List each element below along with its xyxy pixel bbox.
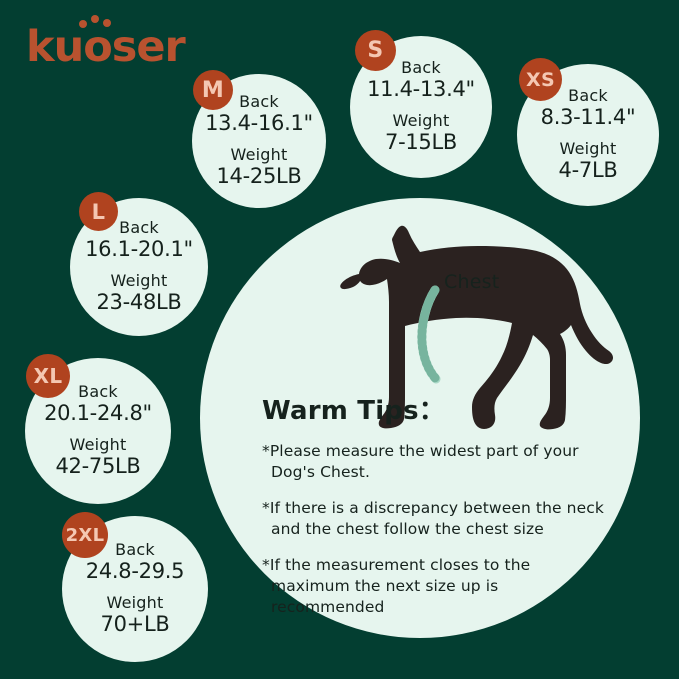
size-badge-xs: XS <box>519 58 562 101</box>
size-back-value-l: 16.1-20.1" <box>85 237 193 262</box>
brand-logo-text-before: ku <box>26 22 84 72</box>
size-badge-2xl: 2XL <box>62 512 108 558</box>
size-weight-value-l: 23-48LB <box>96 289 182 314</box>
chest-measurement-label: Chest <box>444 271 500 293</box>
size-weight-label-l: Weight <box>110 270 168 290</box>
warm-tip-item: *Please measure the widest part of your … <box>262 442 579 481</box>
size-weight-label-2xl: Weight <box>106 592 164 612</box>
size-back-label-2xl: Back <box>115 539 155 559</box>
size-badge-xl: XL <box>26 354 70 398</box>
size-back-value-xl: 20.1-24.8" <box>44 401 152 426</box>
size-weight-value-xs: 4-7LB <box>558 157 618 182</box>
brand-logo: ku oser <box>26 15 186 69</box>
size-back-label-l: Back <box>119 217 159 237</box>
dog-silhouette-illustration <box>340 225 613 430</box>
warm-tips-block: Warm Tips： *Please measure the widest pa… <box>262 390 612 617</box>
size-weight-label-xl: Weight <box>69 434 127 454</box>
size-weight-value-2xl: 70+LB <box>100 611 170 636</box>
size-weight-value-s: 7-15LB <box>385 129 457 154</box>
brand-logo-paw-o: o <box>79 15 113 69</box>
size-back-label-m: Back <box>239 91 279 111</box>
size-weight-value-m: 14-25LB <box>216 163 302 188</box>
size-back-label-s: Back <box>401 57 441 77</box>
brand-logo-text-after: ser <box>111 22 186 72</box>
chest-measuring-tape-icon <box>417 285 441 384</box>
brand-logo-o-letter: o <box>83 22 113 72</box>
size-back-label-xs: Back <box>568 85 608 105</box>
size-back-label-xl: Back <box>78 381 118 401</box>
size-weight-label-m: Weight <box>230 144 288 164</box>
size-badge-l: L <box>79 192 118 231</box>
size-bubble-2xl: Back 24.8-29.5 Weight 70+LB <box>62 516 208 662</box>
size-badge-s: S <box>355 30 396 71</box>
dog-body-shape <box>340 225 613 430</box>
warm-tips-title: Warm Tips： <box>262 396 445 426</box>
size-back-value-xs: 8.3-11.4" <box>540 105 636 130</box>
warm-tip-item: *If there is a discrepancy between the n… <box>262 498 604 538</box>
warm-tip-item: *If the measurement closes to the maximu… <box>262 555 531 616</box>
size-weight-label-xs: Weight <box>559 138 617 158</box>
size-weight-value-xl: 42-75LB <box>55 453 141 478</box>
size-back-value-m: 13.4-16.1" <box>205 111 313 136</box>
size-bubble-xs: Back 8.3-11.4" Weight 4-7LB <box>517 64 659 206</box>
size-back-value-2xl: 24.8-29.5 <box>85 559 185 584</box>
size-back-value-s: 11.4-13.4" <box>367 77 475 102</box>
size-badge-m: M <box>193 70 233 110</box>
size-weight-label-s: Weight <box>392 110 450 130</box>
